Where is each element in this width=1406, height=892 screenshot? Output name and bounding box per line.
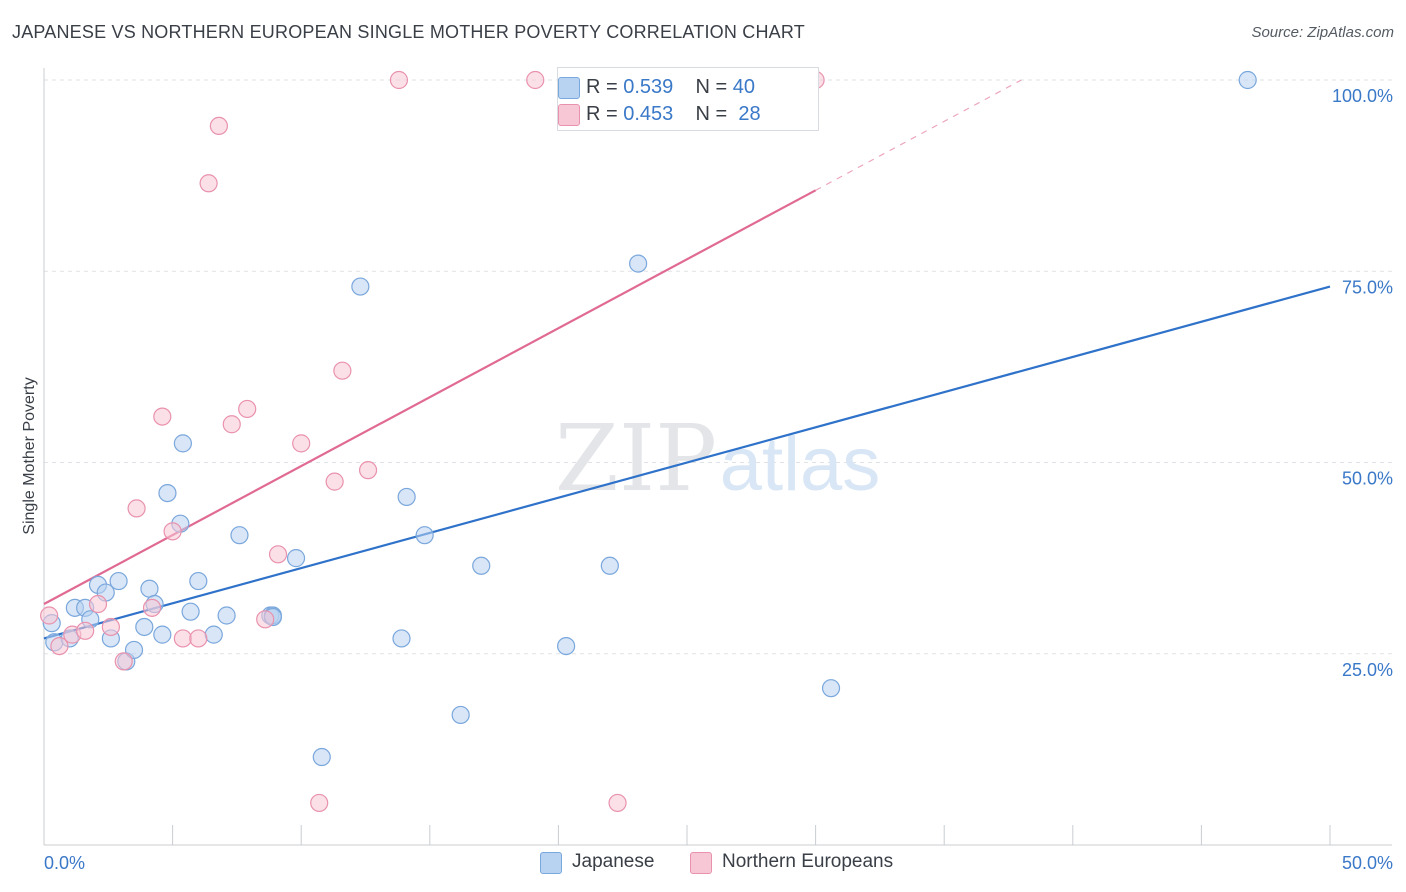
point-0-9: [109, 571, 128, 591]
legend-swatch-northern: [558, 104, 580, 126]
point-0-35: [600, 556, 619, 575]
point-0-20: [189, 571, 208, 591]
bottom-legend-northern: Northern Europeans: [690, 851, 894, 874]
point-1-23: [358, 461, 378, 480]
point-0-38: [1238, 70, 1257, 90]
legend-swatch-japanese: [558, 77, 580, 99]
point-0-23: [230, 526, 249, 545]
point-1-10: [163, 522, 182, 541]
y-tick-label-50: 50.0%: [1342, 469, 1393, 489]
source-label: Source: ZipAtlas.com: [1251, 24, 1394, 41]
point-0-37: [821, 679, 841, 698]
legend-n-value-japanese: 40: [732, 76, 756, 98]
point-1-7: [127, 499, 146, 518]
point-1-9: [153, 407, 172, 426]
x-tick-label-0: 0.0%: [44, 853, 85, 873]
point-1-19: [292, 434, 311, 453]
trend-layer: [43, 79, 1331, 640]
point-0-19: [181, 602, 200, 621]
point-1-13: [199, 174, 218, 193]
point-1-0: [40, 606, 59, 625]
point-0-26: [286, 549, 306, 568]
point-1-11: [173, 629, 192, 648]
bottom-legend-label-northern: Northern Europeans: [722, 851, 894, 872]
point-1-8: [142, 598, 162, 617]
bottom-swatch-japanese: [540, 852, 562, 874]
bottom-legend-label-japanese: Japanese: [572, 851, 655, 872]
grid-layer: [43, 68, 1392, 846]
point-1-16: [238, 399, 257, 419]
point-0-31: [415, 526, 434, 545]
point-1-5: [101, 617, 120, 637]
legend-n-label-japanese: N =: [695, 76, 733, 98]
point-1-17: [256, 610, 275, 629]
y-tick-label-75: 75.0%: [1342, 277, 1393, 297]
point-1-6: [114, 652, 133, 671]
point-1-3: [76, 621, 95, 640]
x-tick-label-50: 50.0%: [1342, 853, 1393, 873]
point-0-29: [392, 629, 411, 648]
legend-row-japanese: R = 0.539 N = 40: [558, 76, 756, 99]
legend-n-label-northern: N =: [695, 103, 733, 125]
watermark-zip: ZIP: [555, 405, 717, 512]
point-0-13: [140, 579, 159, 598]
legend-r-value-japanese: 0.539: [623, 76, 674, 98]
point-1-22: [333, 361, 352, 380]
point-0-34: [557, 636, 576, 656]
trend-line-0: [43, 285, 1331, 640]
point-1-20: [310, 793, 329, 813]
chart-title: JAPANESE VS NORTHERN EUROPEAN SINGLE MOT…: [12, 22, 805, 42]
point-0-21: [204, 625, 223, 644]
ticks-layer: 25.0% 50.0% 75.0% 100.0% 0.0% 50.0%: [44, 86, 1393, 873]
point-1-25: [526, 70, 545, 90]
point-1-26: [608, 793, 627, 813]
bottom-legend-japanese: Japanese: [540, 851, 655, 874]
point-1-15: [222, 415, 241, 434]
point-0-16: [158, 484, 177, 503]
point-0-22: [217, 606, 236, 625]
point-1-18: [268, 545, 288, 564]
trend-line-dashed-1: [815, 79, 1022, 191]
bottom-swatch-northern: [690, 852, 712, 874]
point-0-18: [173, 434, 192, 453]
y-tick-label-100: 100.0%: [1332, 86, 1393, 106]
point-1-24: [389, 70, 409, 90]
point-1-12: [189, 629, 208, 648]
legend-r-label-northern: R =: [586, 103, 624, 125]
watermark-atlas: atlas: [720, 422, 881, 507]
point-1-21: [325, 472, 344, 491]
point-0-28: [351, 277, 370, 296]
legend-n-value-northern: 28: [738, 103, 761, 125]
legend-r-label-japanese: R =: [586, 76, 624, 98]
y-tick-label-25: 25.0%: [1342, 660, 1393, 680]
legend-row-northern: R = 0.453 N = 28: [558, 103, 761, 126]
point-0-30: [397, 487, 416, 507]
point-1-4: [88, 594, 108, 614]
points-layer: [40, 70, 1257, 813]
y-axis-label: Single Mother Poverty: [21, 377, 38, 535]
point-0-12: [135, 617, 154, 637]
point-1-14: [209, 116, 228, 136]
point-0-33: [472, 556, 491, 575]
point-0-11: [124, 640, 144, 660]
point-0-15: [153, 625, 172, 644]
correlation-legend: R = 0.539 N = 40 R = 0.453 N = 28: [557, 67, 819, 131]
point-0-36: [629, 254, 648, 273]
point-0-27: [312, 747, 331, 767]
point-0-32: [451, 705, 470, 725]
point-1-1: [50, 636, 69, 656]
legend-r-value-northern: 0.453: [623, 103, 674, 125]
